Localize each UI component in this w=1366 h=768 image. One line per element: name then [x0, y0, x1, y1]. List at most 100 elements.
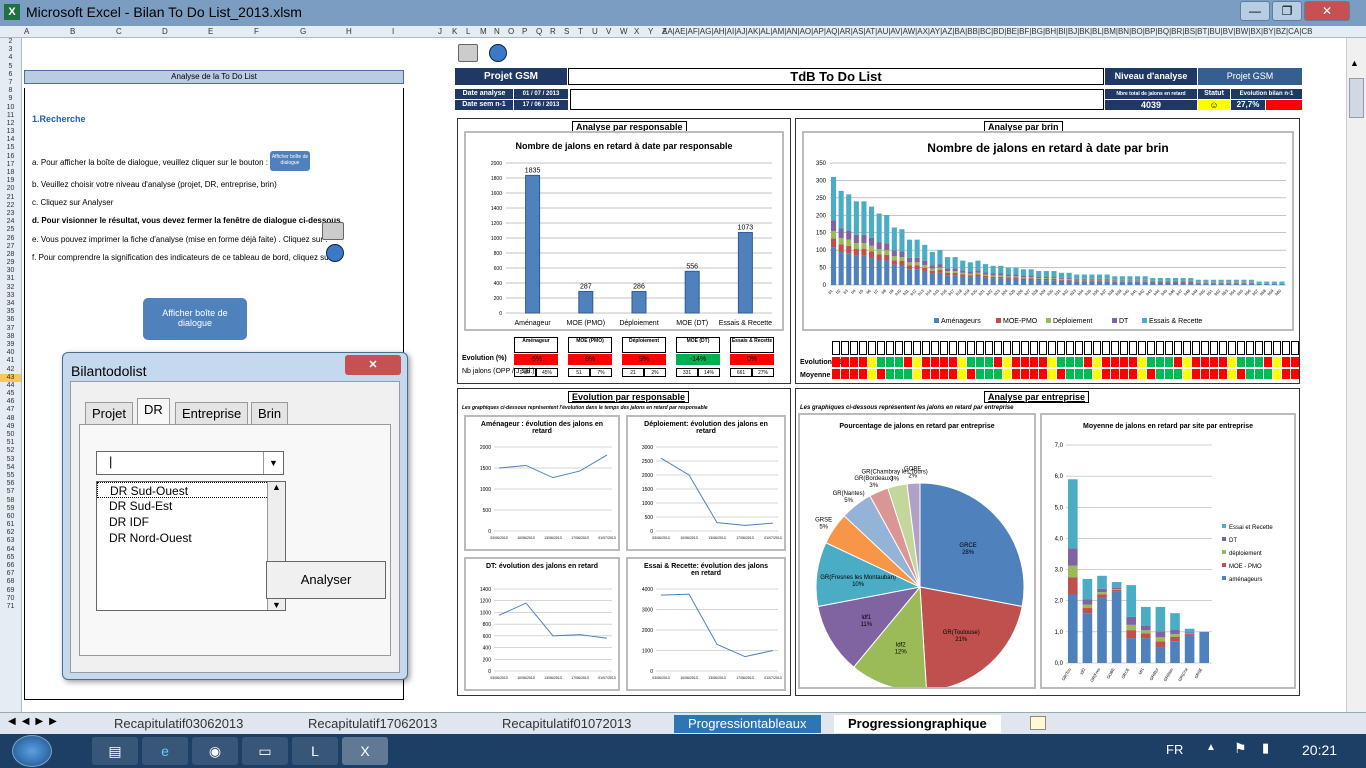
- excel-taskbar-icon[interactable]: X: [342, 737, 388, 765]
- row-21[interactable]: 21: [6, 193, 15, 201]
- chevron-down-icon[interactable]: ▼: [263, 452, 283, 474]
- row-38[interactable]: 38: [6, 332, 15, 340]
- tab-projet[interactable]: Projet: [85, 402, 133, 424]
- row-50[interactable]: 50: [6, 431, 15, 438]
- network-icon[interactable]: ▮: [1262, 740, 1270, 755]
- row-46[interactable]: 46: [6, 398, 15, 406]
- flag-icon[interactable]: ⚑: [1234, 740, 1247, 756]
- row-66[interactable]: 66: [6, 562, 15, 569]
- row-63[interactable]: 63: [6, 537, 15, 545]
- row-42[interactable]: 42: [6, 365, 15, 373]
- col-23[interactable]: X: [634, 27, 640, 36]
- col-12[interactable]: M: [480, 27, 487, 36]
- row-11[interactable]: 11: [6, 111, 15, 119]
- row-68[interactable]: 68: [6, 578, 15, 586]
- row-22[interactable]: 22: [6, 201, 15, 209]
- print-icon[interactable]: [458, 44, 478, 62]
- row-45[interactable]: 45: [6, 390, 15, 398]
- row-28[interactable]: 28: [6, 250, 15, 258]
- row-32[interactable]: 32: [6, 283, 15, 291]
- dr-list-item[interactable]: DR Sud-Ouest: [97, 482, 285, 498]
- row-36[interactable]: 36: [6, 316, 15, 324]
- row-70[interactable]: 70: [6, 594, 15, 602]
- col-22[interactable]: W: [620, 27, 628, 36]
- row-33[interactable]: 33: [6, 291, 15, 299]
- dr-list-item[interactable]: DR IDF: [109, 515, 149, 529]
- row-49[interactable]: 49: [6, 422, 15, 430]
- col-19[interactable]: T: [578, 27, 583, 36]
- row-18[interactable]: 18: [6, 169, 15, 176]
- col-26[interactable]: AA|AE|AF|AG|AH|AI|AJ|AK|AL|AM|AN|AO|AP|A…: [662, 27, 1313, 36]
- col-9[interactable]: J: [438, 27, 442, 36]
- col-3[interactable]: D: [162, 27, 168, 36]
- row-8[interactable]: 8: [8, 87, 13, 95]
- row-55[interactable]: 55: [6, 471, 15, 479]
- row-64[interactable]: 64: [6, 545, 15, 553]
- col-11[interactable]: L: [466, 27, 471, 36]
- scroll-up-arrow[interactable]: ▲: [1350, 58, 1359, 68]
- row-19[interactable]: 19: [6, 177, 15, 185]
- row-39[interactable]: 39: [6, 340, 15, 348]
- row-3[interactable]: 3: [8, 46, 13, 54]
- sheet-tab-3[interactable]: Recapitulatif01072013: [502, 716, 632, 731]
- row-26[interactable]: 26: [6, 234, 15, 242]
- row-62[interactable]: 62: [6, 529, 15, 537]
- col-17[interactable]: R: [550, 27, 556, 36]
- row-4[interactable]: 4: [8, 54, 13, 62]
- row-60[interactable]: 60: [6, 512, 15, 520]
- row-58[interactable]: 58: [6, 496, 15, 504]
- row-65[interactable]: 65: [6, 553, 15, 561]
- clock[interactable]: 20:21: [1302, 742, 1338, 758]
- row-61[interactable]: 61: [6, 521, 15, 529]
- col-24[interactable]: Y: [648, 27, 654, 36]
- lync-icon[interactable]: L: [292, 737, 338, 765]
- analyser-button[interactable]: Analyser: [266, 561, 386, 599]
- row-12[interactable]: 12: [6, 119, 15, 127]
- dr-list-item[interactable]: DR Sud-Est: [109, 499, 173, 513]
- col-5[interactable]: F: [254, 27, 259, 36]
- row-5[interactable]: 5: [8, 62, 13, 70]
- row-9[interactable]: 9: [8, 95, 13, 103]
- row-31[interactable]: 31: [6, 275, 15, 283]
- col-4[interactable]: E: [208, 27, 214, 36]
- row-44[interactable]: 44: [6, 381, 15, 389]
- row-67[interactable]: 67: [6, 570, 15, 578]
- start-button[interactable]: [12, 735, 52, 767]
- row-24[interactable]: 24: [6, 218, 15, 226]
- row-7[interactable]: 7: [8, 78, 13, 86]
- sheet-tab-2[interactable]: Recapitulatif17062013: [308, 716, 438, 731]
- col-16[interactable]: Q: [536, 27, 543, 36]
- row-16[interactable]: 16: [6, 152, 15, 160]
- new-sheet-icon[interactable]: [1030, 716, 1046, 730]
- sheet-tab-1[interactable]: Recapitulatif03062013: [114, 716, 244, 731]
- row-40[interactable]: 40: [6, 349, 15, 357]
- list-scroll-up[interactable]: ▲: [272, 482, 281, 492]
- scroll-thumb[interactable]: [1349, 78, 1364, 118]
- col-15[interactable]: P: [522, 27, 528, 36]
- row-53[interactable]: 53: [6, 455, 15, 463]
- row-2[interactable]: 2: [8, 38, 13, 45]
- bilantodolist-dialog[interactable]: Bilantodolist ✕ Projet DR Entreprise Bri…: [62, 352, 408, 680]
- row-header[interactable]: 2 3 4 5 6 7 8 9 10 11 12 13 14 15 16 17 18 19 20 21 22 23 24 25…: [0, 38, 22, 712]
- row-34[interactable]: 34: [6, 300, 15, 307]
- row-59[interactable]: 59: [6, 504, 15, 512]
- sheet-tab-5[interactable]: Progressiongraphique: [834, 715, 1001, 733]
- minimize-button[interactable]: —: [1240, 1, 1270, 21]
- dr-combobox[interactable]: | ▼: [96, 451, 284, 475]
- language-indicator[interactable]: FR: [1166, 742, 1184, 757]
- show-dialog-button[interactable]: Afficher boîte de dialogue: [143, 298, 247, 340]
- row-48[interactable]: 48: [6, 414, 15, 422]
- explorer-icon[interactable]: ▤: [92, 737, 138, 765]
- row-20[interactable]: 20: [6, 185, 15, 193]
- vertical-scrollbar[interactable]: ▲: [1346, 38, 1366, 712]
- col-6[interactable]: G: [300, 27, 307, 36]
- col-14[interactable]: O: [508, 27, 515, 36]
- mini-dialog-button[interactable]: Afficher boîte de dialogue: [270, 151, 310, 171]
- maximize-button[interactable]: ❐: [1272, 1, 1302, 21]
- col-1[interactable]: B: [70, 27, 76, 36]
- help-globe-icon[interactable]: [326, 244, 344, 262]
- row-41[interactable]: 41: [6, 357, 15, 365]
- close-button[interactable]: ✕: [1304, 1, 1350, 21]
- row-56[interactable]: 56: [6, 480, 15, 488]
- col-20[interactable]: U: [592, 27, 598, 36]
